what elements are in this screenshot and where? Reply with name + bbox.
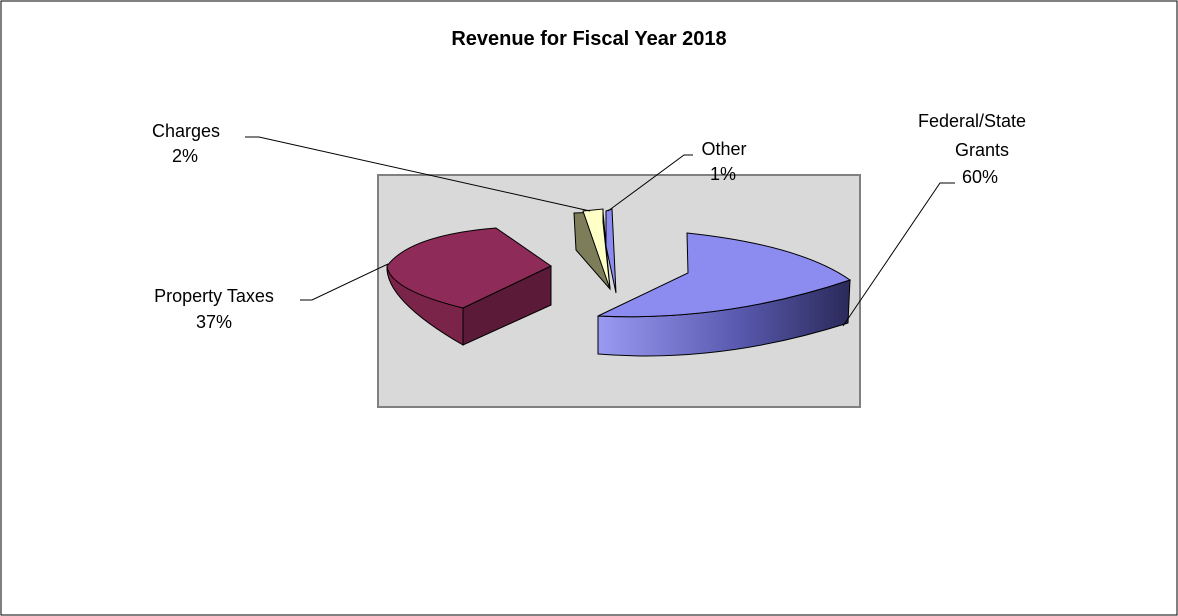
slice-federal-state-grants-top <box>597 232 852 318</box>
label-federal-state-grants-line1: Federal/State <box>918 111 1026 131</box>
leader-federal-state-grants <box>842 182 955 327</box>
label-property-taxes-name: Property Taxes <box>154 286 274 306</box>
label-other-value: 1% <box>710 164 736 184</box>
label-other-name: Other <box>701 139 746 159</box>
chart-title: Revenue for Fiscal Year 2018 <box>451 28 726 50</box>
leader-property-taxes <box>300 263 389 301</box>
slice-charges-top <box>582 208 611 290</box>
slice-federal-state-grants <box>597 232 852 357</box>
slice-property-taxes-top <box>386 227 552 309</box>
leader-charges <box>245 136 591 212</box>
label-property-taxes-value: 37% <box>196 312 232 332</box>
slice-charges <box>573 208 611 291</box>
label-federal-state-grants-line2: Grants <box>955 140 1009 160</box>
leader-other <box>607 154 693 212</box>
label-charges-value: 2% <box>172 146 198 166</box>
label-charges-name: Charges <box>152 121 220 141</box>
label-federal-state-grants-value: 60% <box>962 167 998 187</box>
slice-property-taxes <box>386 227 552 346</box>
